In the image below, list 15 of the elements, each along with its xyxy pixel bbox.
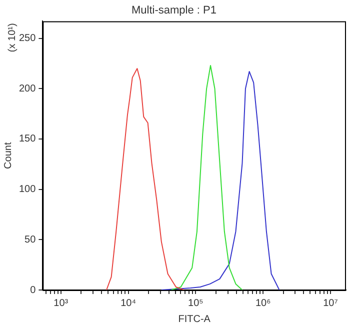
x-tick-label: 10⁷ — [323, 298, 338, 309]
chart-title: Multi-sample : P1 — [132, 4, 216, 17]
x-tick-label: 10³ — [54, 298, 69, 309]
y-tick-label: 50 — [24, 234, 36, 246]
x-tick-label: 10⁶ — [255, 298, 271, 309]
x-axis-title: FITC-A — [178, 314, 211, 325]
y-tick-label: 250 — [18, 33, 36, 44]
y-tick-label: 0 — [30, 284, 36, 296]
text: (x 10¹) — [6, 23, 18, 52]
y-tick-label: 100 — [18, 184, 36, 196]
y-axis-title: Count — [2, 142, 14, 169]
y-tick-label: 200 — [18, 83, 36, 94]
x-tick-label: 10⁵ — [188, 298, 204, 309]
x-tick-label: 10⁴ — [120, 298, 136, 309]
y-tick-label: 150 — [18, 134, 36, 145]
